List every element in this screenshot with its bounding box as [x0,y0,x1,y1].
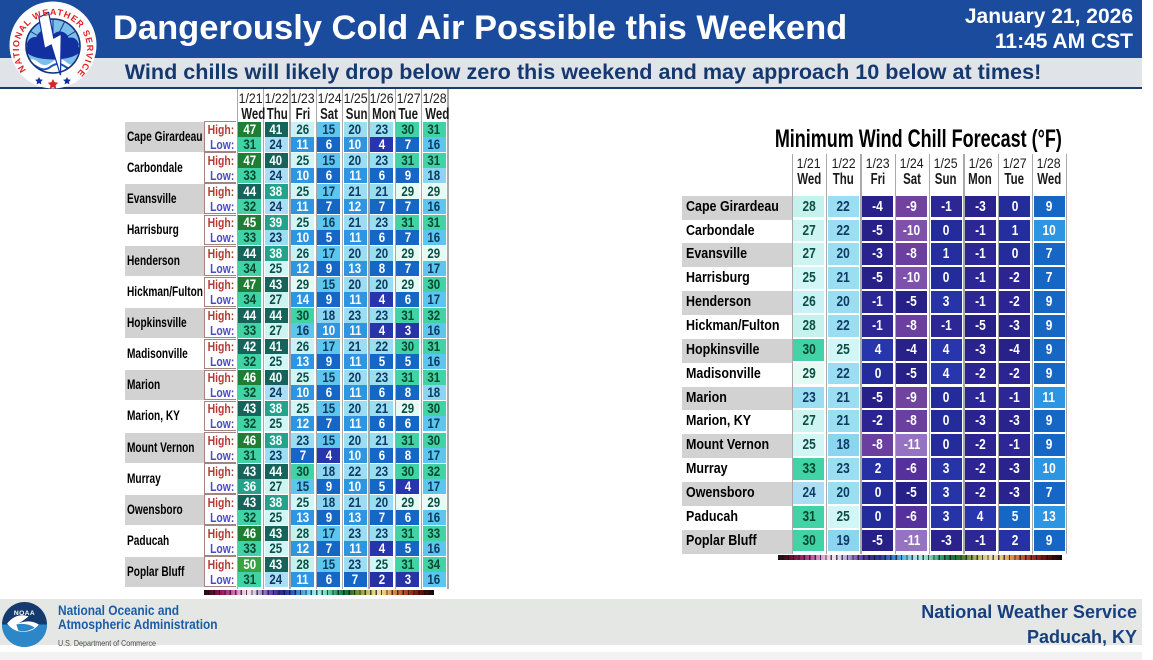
svg-text:NOAA: NOAA [14,610,35,617]
